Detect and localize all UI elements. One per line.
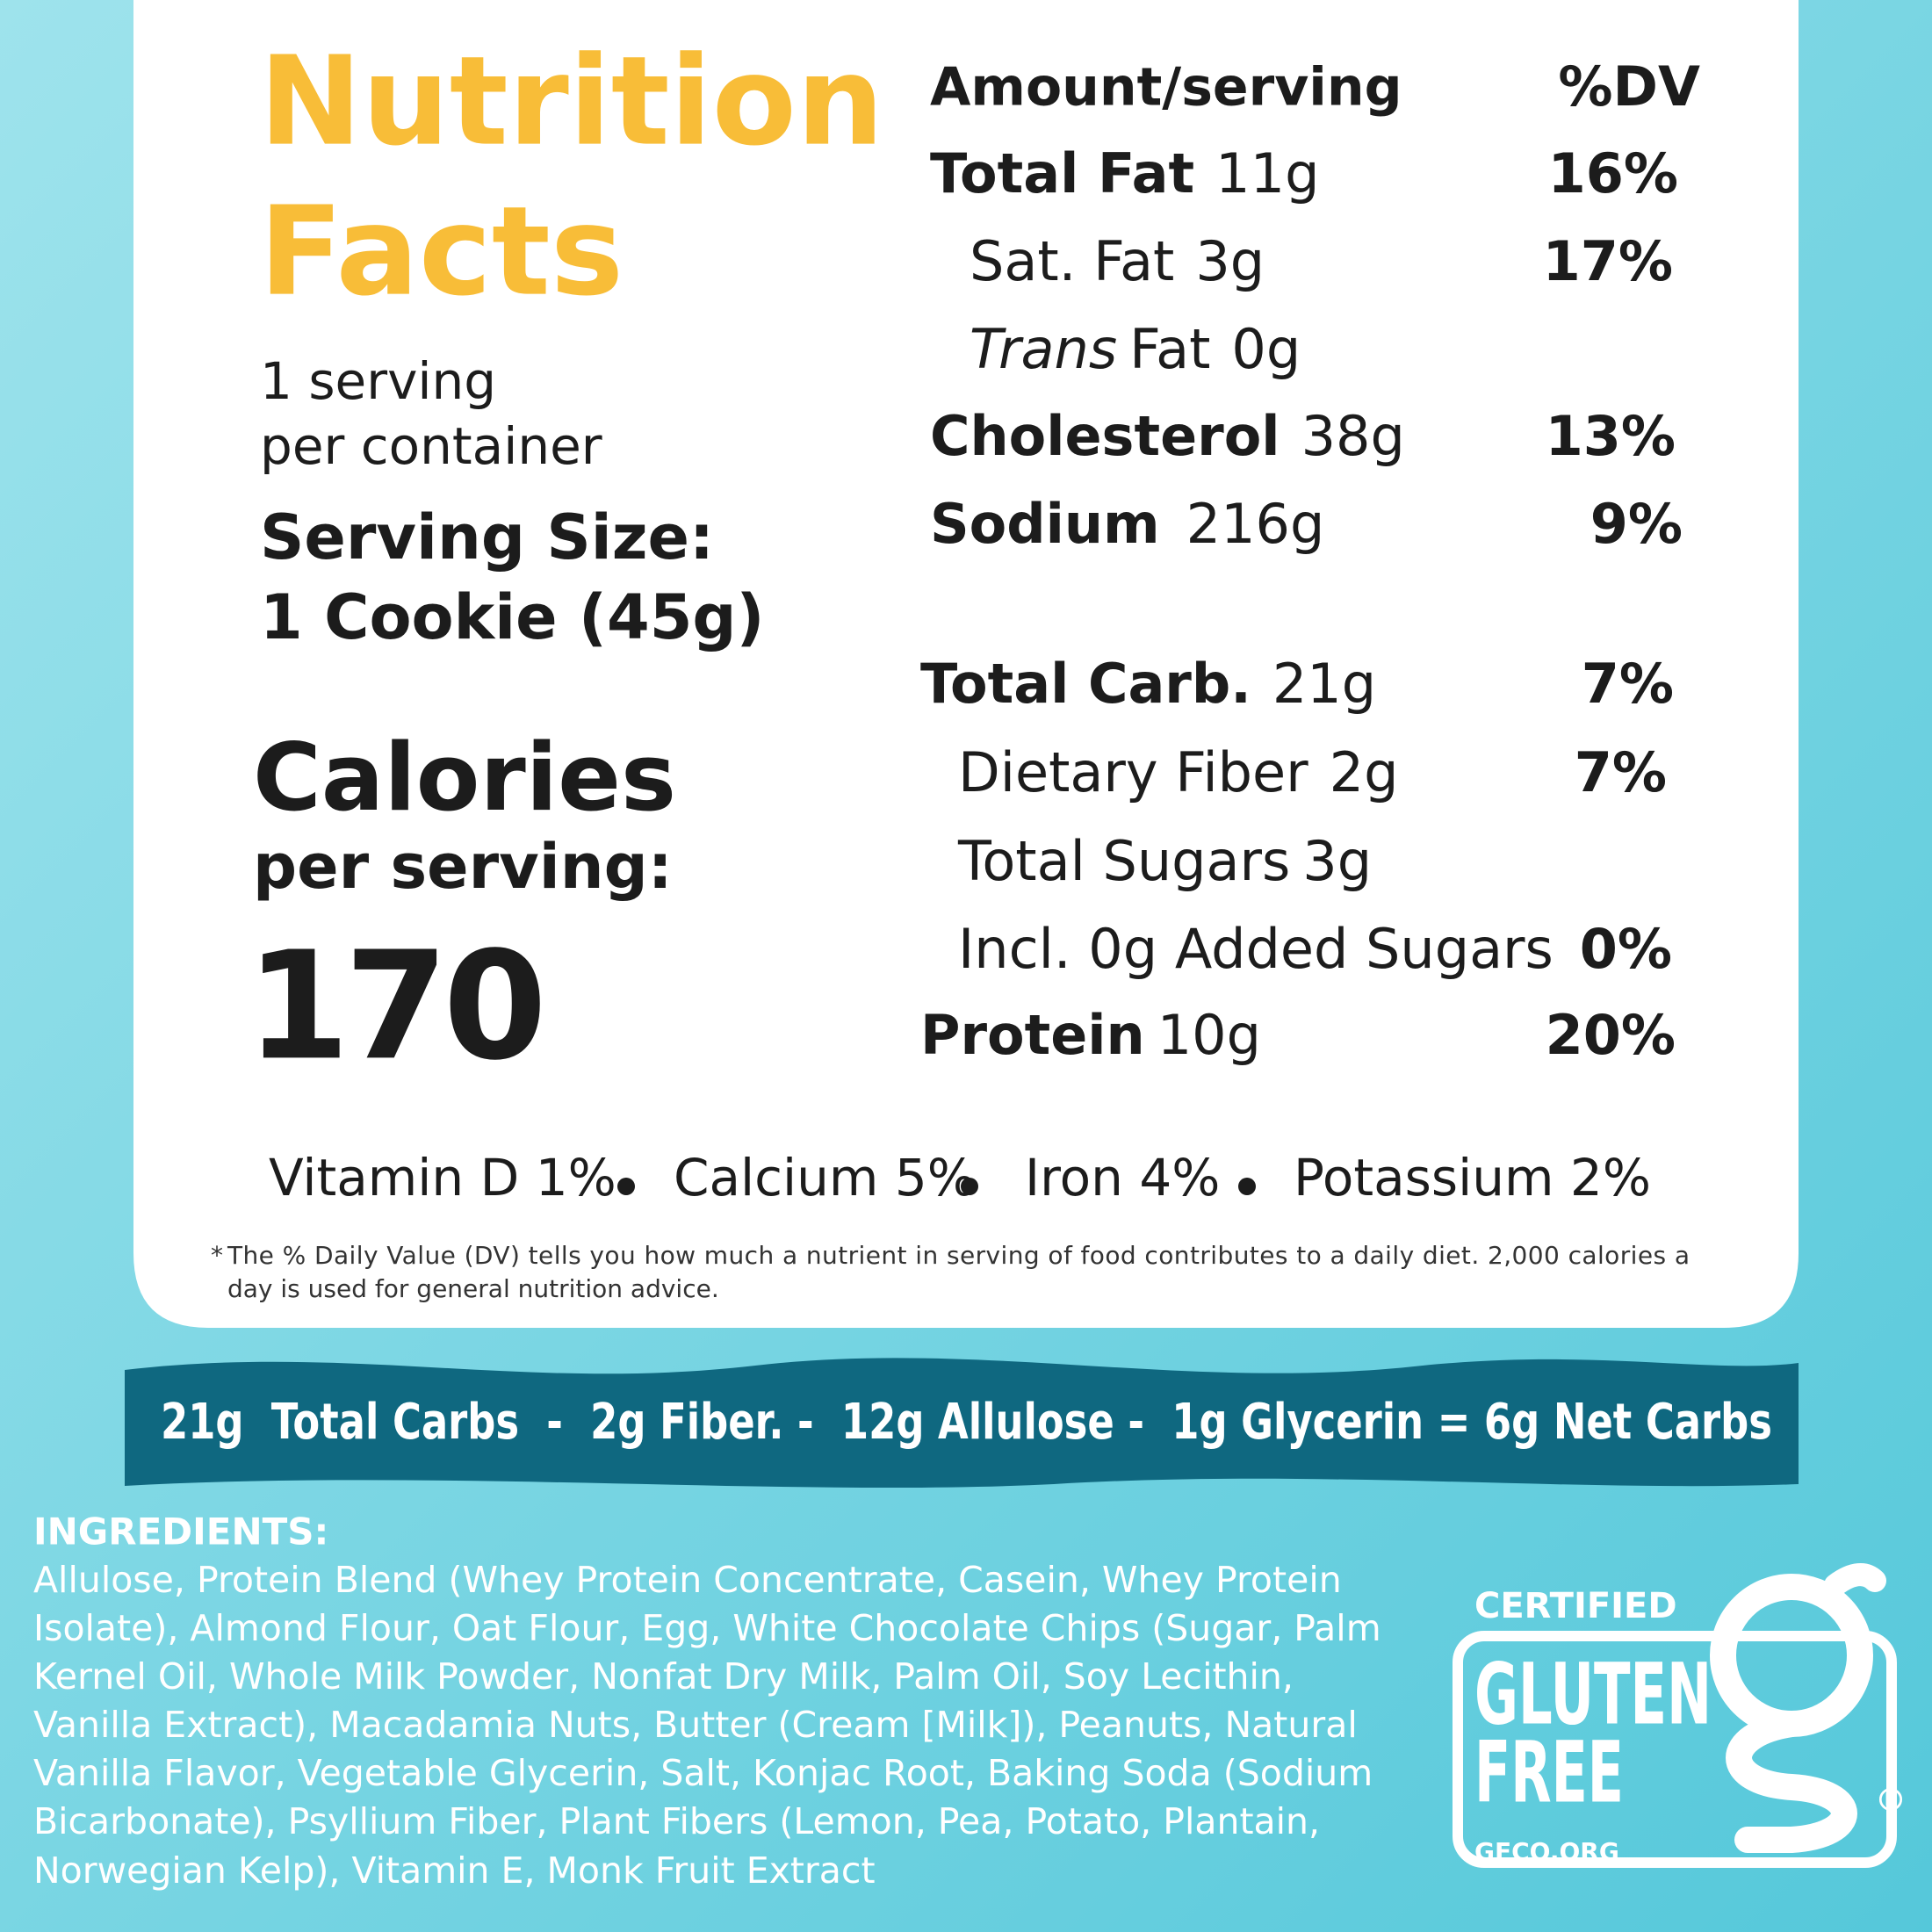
nutrient-name: Total Fat [930, 141, 1194, 205]
nutrient-amount: 21g [1272, 652, 1376, 716]
nutrient-row: Incl. 0g Added Sugars [958, 917, 1554, 981]
serving-size: Serving Size: [260, 501, 714, 573]
logo-text: GLUTEN [1474, 1645, 1712, 1743]
logo-text: CERTIFIED [1474, 1586, 1677, 1626]
footnote-marker: * [211, 1241, 223, 1270]
nutrient-dv: 17% [1543, 229, 1673, 293]
calories-value: 170 [246, 919, 542, 1093]
servings: 1 serving [260, 351, 496, 411]
vitamin: Vitamin D 1% [269, 1148, 616, 1208]
vitamin: Iron 4% [1025, 1148, 1220, 1208]
label-card [133, 0, 1799, 1328]
nutrient-name: Cholesterol [930, 404, 1280, 468]
nutrient-row: Sodium 216g [930, 492, 1324, 556]
ingredients-line: Allulose, Protein Blend (Whey Protein Co… [33, 1559, 1342, 1601]
header: Nutrition Facts 1 serving per container … [246, 31, 884, 1094]
nutrient-dv: 16% [1548, 141, 1678, 205]
amount-header: Amount/serving [930, 57, 1402, 119]
separator [617, 1178, 635, 1195]
nutrient-name: Sat. Fat [970, 229, 1174, 293]
nutrient-row: Cholesterol 38g [930, 404, 1405, 468]
nutrient-dv: 0% [1580, 917, 1672, 981]
calories-sub: per serving: [253, 831, 673, 903]
nutrient-amount: 3g [1195, 229, 1265, 293]
vitamin: Calcium 5% [674, 1148, 976, 1208]
nutrient-name: Sodium [930, 492, 1160, 556]
ingredients-line: Isolate), Almond Flour, Oat Flour, Egg, … [33, 1607, 1381, 1649]
footnote-text: The % Daily Value (DV) tells you how muc… [227, 1241, 1690, 1270]
separator [1238, 1178, 1256, 1195]
calories-label: Calories [253, 724, 676, 832]
servings: per container [260, 416, 602, 476]
ingredients-line: Kernel Oil, Whole Milk Powder, Nonfat Dr… [33, 1655, 1294, 1698]
ingredients-line: Vanilla Flavor, Vegetable Glycerin, Salt… [33, 1752, 1373, 1794]
ingredients: INGREDIENTS: Allulose, Protein Blend (Wh… [33, 1510, 1381, 1892]
nutrient-name: Trans [970, 317, 1117, 381]
nutrient-amount: 10g [1157, 1003, 1261, 1067]
ingredients-line: Vanilla Extract), Macadamia Nuts, Butter… [33, 1704, 1358, 1746]
nutrient-row: Total Fat 11g [930, 141, 1319, 205]
nutrient-row: Total Sugars 3g [957, 829, 1372, 893]
vitamin: Potassium 2% [1294, 1148, 1651, 1208]
separator [961, 1178, 978, 1195]
nutrient-row: Trans Fat 0g [970, 317, 1301, 381]
nutrient-name: Incl. 0g Added Sugars [958, 917, 1554, 981]
nutrient-row: Dietary Fiber 2g [958, 740, 1398, 804]
net-carbs-band [125, 1358, 1799, 1489]
logo-url: GFCO.ORG [1474, 1837, 1619, 1866]
logo-text: FREE [1474, 1723, 1624, 1821]
nutrient-amount: 216g [1186, 492, 1325, 556]
logo-frame [1453, 1631, 1897, 1868]
serving-size: 1 Cookie (45g) [260, 581, 765, 653]
nutrient-amount: 0g [1231, 317, 1301, 381]
gluten-free-logo: CERTIFIED GLUTEN FREE GFCO.ORG ® [1453, 1563, 1907, 1868]
ingredients-title: INGREDIENTS: [33, 1510, 328, 1554]
nutrient-name: Protein [920, 1003, 1145, 1067]
nutrient-row: Total Carb. 21g [920, 652, 1376, 716]
title: Facts [259, 181, 624, 324]
nutrient-amount: 3g [1302, 829, 1372, 893]
nutrient-name: Total Sugars [957, 829, 1290, 893]
nutrient-dv: 13% [1546, 404, 1676, 468]
logo-g [1726, 1711, 1857, 1853]
nutrient-amount: 11g [1215, 141, 1319, 205]
nutrient-name: Fat [1129, 317, 1210, 381]
title: Nutrition [259, 31, 884, 174]
footnote: * The % Daily Value (DV) tells you how m… [211, 1241, 1690, 1303]
net-carbs: 21g Total Carbs - 2g Fiber. - 12g Allulo… [161, 1394, 1772, 1451]
nutrient-name: Total Carb. [920, 652, 1251, 716]
logo-g [1824, 1563, 1886, 1597]
footnote-text: day is used for general nutrition advice… [227, 1274, 719, 1303]
logo-g [1710, 1574, 1873, 1737]
nutrient-dv: 9% [1590, 492, 1683, 556]
nutrient-row: Sat. Fat 3g [970, 229, 1265, 293]
dv-header: %DV [1558, 54, 1700, 119]
vitamins: Vitamin D 1% Calcium 5% Iron 4% Potassiu… [269, 1148, 1651, 1208]
ingredients-line: Bicarbonate), Psyllium Fiber, Plant Fibe… [33, 1800, 1320, 1842]
ingredients-line: Norwegian Kelp), Vitamin E, Monk Fruit E… [33, 1849, 876, 1892]
nutrient-name: Dietary Fiber [958, 740, 1308, 804]
nutrient-dv: 7% [1575, 740, 1667, 804]
logo-mark: ® [1875, 1783, 1907, 1819]
nutrient-dv: 7% [1582, 652, 1674, 716]
nutrient-table: Amount/serving %DV Total Fat 11g 16% Sat.… [920, 54, 1700, 1067]
nutrient-amount: 38g [1301, 404, 1405, 468]
nutrient-amount: 2g [1330, 740, 1399, 804]
nutrient-row: Protein 10g [920, 1003, 1261, 1067]
nutrient-dv: 20% [1546, 1003, 1676, 1067]
